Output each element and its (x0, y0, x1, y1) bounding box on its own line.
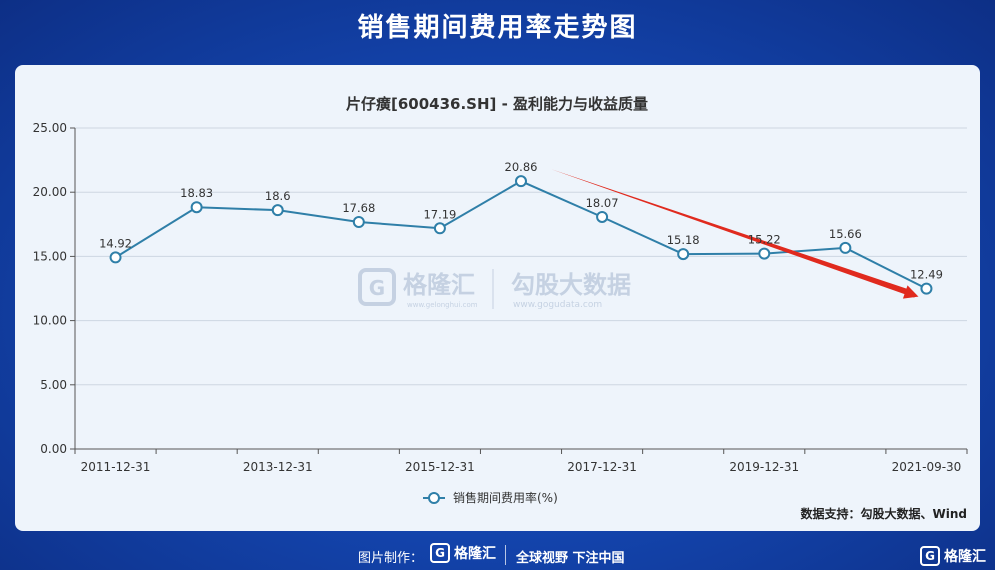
y-tick-label: 10.00 (33, 314, 67, 328)
watermark-brand-url: www.gelonghui.com (407, 301, 478, 309)
data-label: 17.19 (423, 207, 456, 221)
watermark: G 格隆汇 www.gelonghui.com 勾股大数据 www.goguda… (358, 268, 631, 310)
data-label: 18.6 (265, 189, 291, 203)
data-label: 18.83 (180, 186, 213, 200)
footer-logo-text: 格隆汇 (454, 546, 496, 562)
x-tick-label: 2019-12-31 (729, 460, 799, 474)
y-tick-label: 0.00 (40, 442, 67, 456)
x-tick-label: 2015-12-31 (405, 460, 475, 474)
watermark-logo-icon (358, 268, 396, 306)
data-point[interactable] (677, 248, 690, 261)
x-tick-label: 2011-12-31 (81, 460, 151, 474)
svg-text:G: G (369, 276, 385, 300)
data-label: 14.92 (99, 236, 132, 250)
y-axis: 25.00 20.00 15.00 10.00 5.00 0.00 (33, 121, 76, 456)
x-tick-label: 2021-09-30 (892, 460, 962, 474)
data-point[interactable] (352, 215, 365, 228)
legend-marker-icon (428, 492, 440, 504)
brand-logo-icon: G (430, 543, 450, 563)
data-label: 17.68 (342, 201, 375, 215)
y-tick-label: 5.00 (40, 378, 67, 392)
data-point[interactable] (758, 247, 771, 260)
corner-logo-text: 格隆汇 (944, 549, 986, 565)
watermark-brand2-url: www.gogudata.com (513, 300, 602, 310)
x-tick-label: 2017-12-31 (567, 460, 637, 474)
footer-made-by: 图片制作： (358, 551, 424, 566)
footer: 图片制作： G 格隆汇 全球视野 下注中国 (0, 540, 995, 570)
data-source: 数据支持：勾股大数据、Wind (801, 506, 967, 521)
data-point[interactable] (271, 204, 284, 217)
data-labels: 14.92 18.83 18.6 17.68 17.19 20.86 18.07 15.18 1… (99, 160, 943, 281)
footer-divider (505, 545, 506, 565)
data-point[interactable] (433, 222, 446, 235)
x-axis: 2011-12-31 2013-12-31 2015-12-31 2017-12-31… (74, 448, 968, 474)
watermark-brand2: 勾股大数据 (511, 271, 631, 299)
chart-card: 片仔癀[600436.SH] - 盈利能力与收益质量 25.00 20.00 15.… (15, 65, 980, 531)
corner-logo-icon: G (920, 546, 940, 566)
trend-arrow-shaft (551, 169, 915, 298)
legend[interactable]: 销售期间费用率(%) (423, 490, 558, 505)
y-tick-label: 20.00 (33, 185, 67, 199)
data-points (109, 175, 933, 295)
x-tick-label: 2013-12-31 (243, 460, 313, 474)
data-point[interactable] (839, 241, 852, 254)
data-point[interactable] (190, 201, 203, 214)
legend-label: 销售期间费用率(%) (453, 490, 558, 505)
page-title: 销售期间费用率走势图 (357, 13, 638, 43)
line-chart: 片仔癀[600436.SH] - 盈利能力与收益质量 25.00 20.00 15.… (33, 95, 968, 521)
trend-arrow (551, 169, 919, 299)
footer-logo: G 格隆汇 (430, 543, 496, 563)
chart-title: 片仔癀[600436.SH] - 盈利能力与收益质量 (346, 95, 648, 113)
data-label: 20.86 (505, 160, 538, 174)
y-tick-label: 25.00 (33, 121, 67, 135)
watermark-brand: 格隆汇 (403, 271, 475, 299)
data-point[interactable] (515, 175, 527, 188)
data-point[interactable] (596, 210, 609, 223)
data-point[interactable] (109, 251, 122, 264)
data-label: 15.18 (667, 233, 700, 247)
trend-arrow-head (902, 285, 919, 299)
data-point[interactable] (920, 282, 933, 295)
footer-slogan: 全球视野 下注中国 (516, 551, 625, 566)
corner-logo: G 格隆汇 (920, 546, 986, 566)
data-label: 15.66 (829, 227, 862, 241)
y-tick-label: 15.00 (33, 249, 67, 263)
data-label: 18.07 (586, 196, 619, 210)
data-label: 12.49 (910, 268, 943, 282)
data-label: 15.22 (748, 233, 781, 247)
